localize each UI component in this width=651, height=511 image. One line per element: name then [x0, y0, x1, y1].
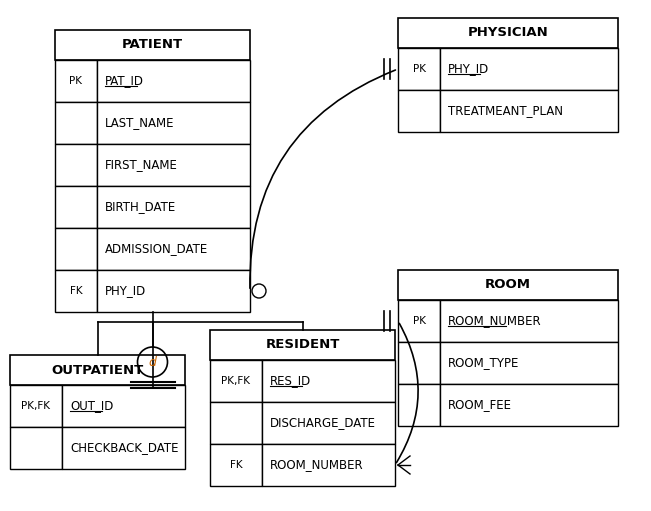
Bar: [210, 402, 262, 444]
Bar: [10, 385, 62, 427]
Bar: [440, 300, 618, 342]
Bar: [10, 427, 62, 469]
Text: ADMISSION_DATE: ADMISSION_DATE: [105, 243, 208, 256]
Text: RESIDENT: RESIDENT: [266, 338, 340, 352]
Bar: [398, 48, 440, 90]
Bar: [62, 385, 185, 427]
Bar: [97, 270, 250, 312]
Text: PK: PK: [70, 76, 83, 86]
Text: DISCHARGE_DATE: DISCHARGE_DATE: [270, 416, 376, 430]
Bar: [440, 90, 618, 132]
Bar: [10, 355, 185, 385]
Bar: [97, 228, 250, 270]
Bar: [97, 144, 250, 186]
FancyArrowPatch shape: [250, 70, 395, 288]
Text: ROOM_TYPE: ROOM_TYPE: [448, 357, 519, 369]
Bar: [62, 427, 185, 469]
Bar: [262, 444, 395, 486]
Text: OUTPATIENT: OUTPATIENT: [51, 363, 144, 377]
Bar: [398, 384, 440, 426]
Bar: [440, 48, 618, 90]
Bar: [398, 18, 618, 48]
Bar: [262, 360, 395, 402]
Bar: [398, 300, 440, 342]
Bar: [440, 384, 618, 426]
Bar: [97, 102, 250, 144]
Text: LAST_NAME: LAST_NAME: [105, 117, 174, 129]
Text: FIRST_NAME: FIRST_NAME: [105, 158, 178, 172]
Text: ROOM_NUMBER: ROOM_NUMBER: [270, 458, 364, 472]
Text: d: d: [148, 356, 156, 368]
Bar: [55, 30, 250, 60]
Bar: [398, 90, 440, 132]
Text: ROOM_FEE: ROOM_FEE: [448, 399, 512, 411]
Bar: [55, 144, 97, 186]
Text: PK: PK: [413, 316, 426, 326]
Text: PHY_ID: PHY_ID: [105, 285, 146, 297]
Text: OUT_ID: OUT_ID: [70, 400, 113, 412]
Text: CHECKBACK_DATE: CHECKBACK_DATE: [70, 442, 178, 454]
Text: FK: FK: [230, 460, 242, 470]
Text: RES_ID: RES_ID: [270, 375, 311, 387]
Text: ROOM_NUMBER: ROOM_NUMBER: [448, 314, 542, 328]
Bar: [55, 228, 97, 270]
Bar: [398, 270, 618, 300]
Bar: [55, 60, 97, 102]
Bar: [97, 186, 250, 228]
Bar: [210, 330, 395, 360]
Bar: [398, 342, 440, 384]
Bar: [440, 342, 618, 384]
Text: PK,FK: PK,FK: [21, 401, 51, 411]
Text: PHY_ID: PHY_ID: [448, 62, 490, 76]
Text: BIRTH_DATE: BIRTH_DATE: [105, 200, 176, 214]
Text: PK,FK: PK,FK: [221, 376, 251, 386]
Text: PHYSICIAN: PHYSICIAN: [467, 27, 548, 39]
Text: PATIENT: PATIENT: [122, 38, 183, 52]
Bar: [97, 60, 250, 102]
Text: TREATMEANT_PLAN: TREATMEANT_PLAN: [448, 105, 563, 118]
Bar: [55, 186, 97, 228]
Text: PAT_ID: PAT_ID: [105, 75, 144, 87]
Text: ROOM: ROOM: [485, 278, 531, 291]
FancyArrowPatch shape: [396, 323, 418, 462]
Bar: [210, 360, 262, 402]
Bar: [55, 102, 97, 144]
Bar: [262, 402, 395, 444]
Bar: [55, 270, 97, 312]
Text: PK: PK: [413, 64, 426, 74]
Bar: [210, 444, 262, 486]
Text: FK: FK: [70, 286, 82, 296]
